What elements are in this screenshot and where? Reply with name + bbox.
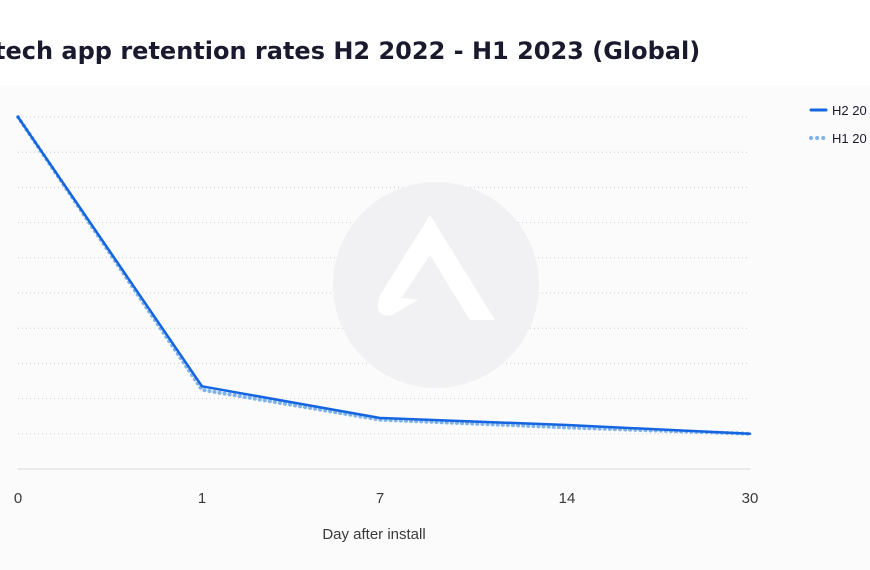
x-tick-label: 30 [742,490,759,507]
x-tick-label: 7 [376,490,384,507]
legend-label: H2 20 [832,103,867,118]
series-line-h2[interactable] [16,115,752,436]
x-tick-label: 1 [198,490,206,507]
series-line-h1[interactable] [16,115,752,436]
x-tick-labels: 0 1 7 14 30 [14,490,759,507]
x-tick-label: 14 [559,490,576,507]
x-axis-title: Day after install [322,526,425,543]
legend-item[interactable]: H2 20 [809,103,867,118]
legend-item[interactable]: H1 20 [809,131,867,146]
legend-label: H1 20 [832,131,867,146]
chart-title: tech app retention rates H2 2022 - H1 20… [0,37,700,65]
series-lines [16,115,752,436]
watermark-logo [333,182,539,388]
legend[interactable]: H2 20 H1 20 [809,103,867,146]
x-tick-label: 0 [14,490,22,507]
